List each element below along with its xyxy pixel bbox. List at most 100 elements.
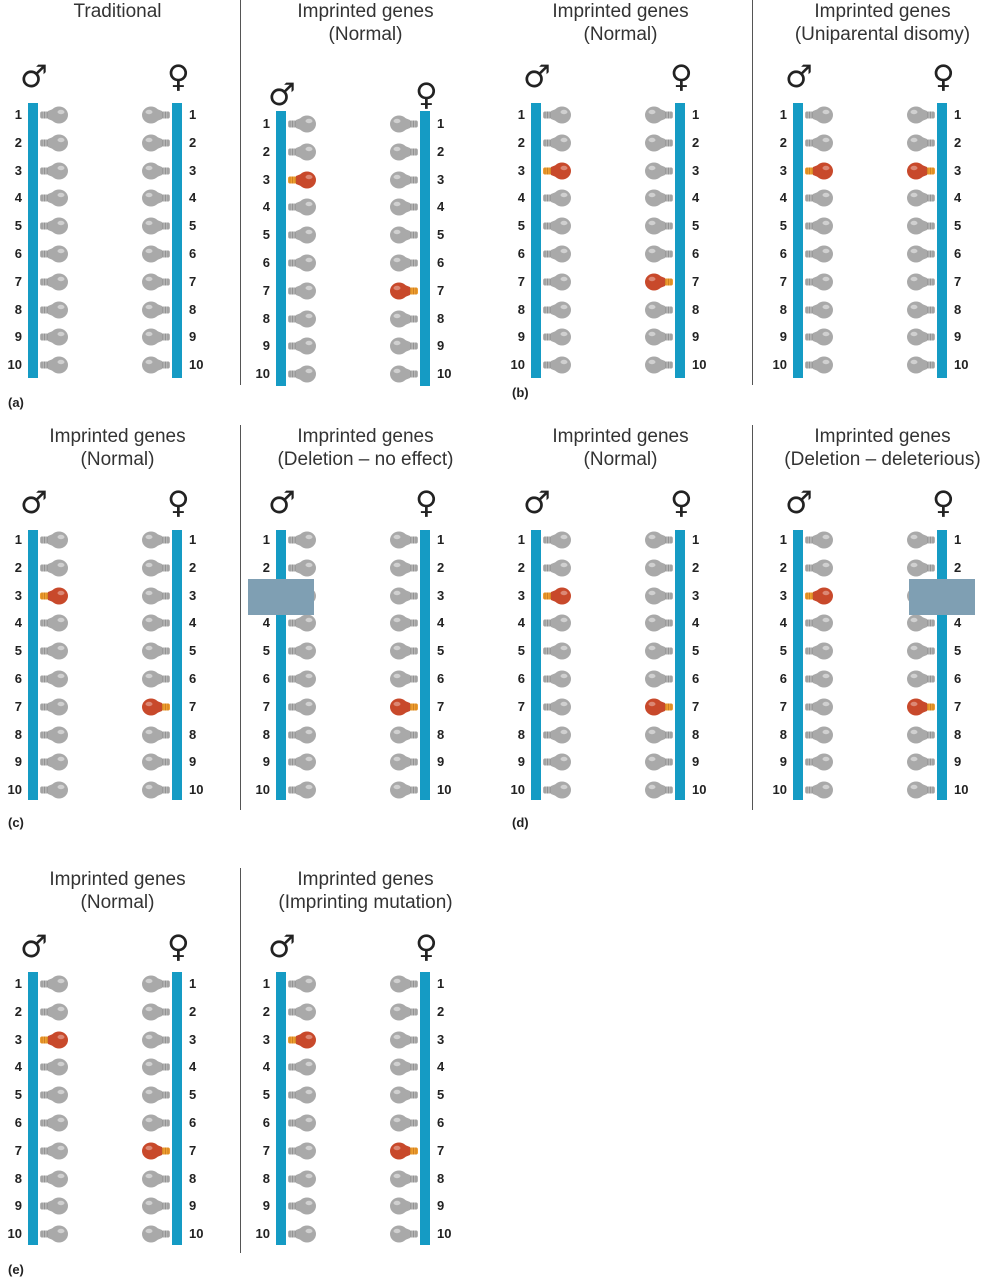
male-gene-bulb-off-icon — [286, 1003, 318, 1021]
male-gene-number: 2 — [14, 1003, 22, 1019]
male-gene-number: 3 — [14, 587, 22, 603]
male-gene-number: 5 — [14, 218, 22, 234]
female-gene-bulb-off-icon — [905, 189, 937, 207]
female-gene-number: 4 — [954, 190, 962, 206]
female-gene-number: 7 — [189, 1142, 197, 1158]
male-gene-number: 10 — [772, 782, 787, 798]
female-gene-number: 6 — [437, 1115, 445, 1130]
panel-title-line: Imprinted genes — [814, 1, 951, 22]
female-gene-number: 4 — [437, 615, 445, 631]
male-gene-bulb-off-icon — [38, 698, 70, 716]
female-gene-bulb-off-icon — [905, 217, 937, 235]
female-gene-number: 5 — [189, 643, 197, 659]
panel-title-line: Imprinted genes — [552, 1, 689, 22]
male-gene-bulb-off-icon — [286, 365, 318, 383]
male-gene-bulb-on-icon — [541, 587, 573, 605]
male-gene-bulb-off-icon — [38, 162, 70, 180]
female-gene-number: 3 — [189, 162, 197, 178]
female-gene-number: 5 — [437, 227, 445, 243]
female-gene-number: 7 — [189, 698, 197, 714]
male-gene-bulb-off-icon — [541, 753, 573, 771]
female-gene-number: 10 — [954, 357, 969, 373]
male-gene-number: 6 — [779, 671, 787, 686]
male-gene-bulb-off-icon — [803, 245, 835, 263]
male-gene-bulb-off-icon — [38, 1058, 70, 1076]
male-gene-bulb-off-icon — [38, 1086, 70, 1104]
female-gene-bulb-off-icon — [140, 1225, 172, 1243]
panel-title: Imprinted genes (Deletion – no effect) — [248, 425, 483, 471]
panel-d-left: Imprinted genes (Normal) ♂ ♀ 1 1 2 2 3 3 4 4 5 5 6 6 7 7 8… — [503, 0, 738, 1278]
female-gene-bulb-off-icon — [388, 254, 420, 272]
male-gene-number: 4 — [14, 190, 22, 206]
panel-divider — [752, 425, 753, 810]
panel-title-line: Imprinted genes — [814, 426, 951, 447]
male-gene-number: 1 — [517, 532, 525, 547]
male-gene-bulb-off-icon — [803, 531, 835, 549]
subfigure-label: (e) — [8, 1262, 24, 1277]
male-gene-bulb-off-icon — [286, 337, 318, 355]
male-gene-number: 9 — [262, 754, 270, 770]
male-chromosome — [531, 530, 541, 800]
female-gene-bulb-off-icon — [643, 642, 675, 660]
female-symbol-icon: ♀ — [932, 59, 955, 95]
panel-title-line: (Deletion – no effect) — [277, 449, 454, 470]
panel-title-line: Imprinted genes — [297, 1, 434, 22]
female-gene-bulb-off-icon — [643, 587, 675, 605]
female-gene-bulb-off-icon — [388, 670, 420, 688]
female-gene-bulb-off-icon — [388, 559, 420, 577]
female-gene-number: 7 — [954, 273, 962, 289]
male-gene-number: 5 — [517, 643, 525, 659]
female-gene-bulb-off-icon — [643, 134, 675, 152]
male-gene-number: 7 — [14, 1142, 22, 1158]
male-gene-bulb-off-icon — [38, 781, 70, 799]
male-chromosome — [793, 103, 803, 378]
female-chromosome — [420, 111, 430, 386]
female-gene-number: 9 — [189, 754, 197, 770]
panel-title-line: (Normal) — [583, 24, 658, 45]
female-gene-bulb-off-icon — [905, 726, 937, 744]
male-gene-bulb-off-icon — [541, 245, 573, 263]
male-gene-bulb-off-icon — [541, 134, 573, 152]
subfigure-label: (b) — [512, 385, 529, 400]
male-gene-number: 9 — [14, 754, 22, 770]
female-symbol-icon: ♀ — [932, 485, 955, 521]
male-gene-bulb-off-icon — [38, 726, 70, 744]
male-gene-number: 3 — [779, 587, 787, 603]
male-gene-number: 2 — [14, 559, 22, 575]
male-gene-bulb-off-icon — [286, 698, 318, 716]
female-gene-number: 2 — [954, 559, 962, 575]
female-gene-bulb-off-icon — [140, 670, 172, 688]
male-gene-number: 10 — [772, 357, 787, 373]
male-gene-bulb-off-icon — [286, 1086, 318, 1104]
female-gene-bulb-off-icon — [140, 162, 172, 180]
panel-a-left: Traditional ♂ ♀ 1 1 2 2 3 3 4 4 5 5 6 6 7 7 8 8 9 9 10 10 — [0, 0, 235, 1278]
female-gene-number: 2 — [189, 559, 197, 575]
male-gene-number: 2 — [262, 559, 270, 575]
male-gene-bulb-off-icon — [286, 614, 318, 632]
female-gene-bulb-on-icon — [388, 698, 420, 716]
male-gene-number: 10 — [7, 782, 22, 798]
male-gene-bulb-off-icon — [803, 106, 835, 124]
female-gene-bulb-off-icon — [140, 328, 172, 346]
female-chromosome — [172, 103, 182, 378]
female-gene-number: 10 — [692, 782, 707, 798]
male-gene-number: 9 — [262, 1198, 270, 1214]
female-gene-bulb-off-icon — [388, 726, 420, 744]
female-gene-number: 1 — [189, 532, 197, 547]
female-gene-number: 6 — [189, 671, 197, 686]
panel-title: Imprinted genes (Normal) — [0, 425, 235, 471]
female-gene-number: 7 — [189, 273, 197, 289]
female-gene-number: 9 — [189, 1198, 197, 1214]
female-gene-number: 3 — [189, 1031, 197, 1047]
male-gene-bulb-off-icon — [541, 356, 573, 374]
male-gene-bulb-off-icon — [803, 217, 835, 235]
female-gene-number: 9 — [437, 1198, 445, 1214]
panel-title-line: (Deletion – deleterious) — [784, 449, 981, 470]
male-gene-number: 8 — [262, 310, 270, 326]
female-chromosome — [937, 530, 947, 800]
male-gene-bulb-off-icon — [803, 273, 835, 291]
male-gene-bulb-off-icon — [38, 356, 70, 374]
female-gene-bulb-off-icon — [643, 356, 675, 374]
female-gene-number: 1 — [189, 107, 197, 122]
female-gene-bulb-off-icon — [140, 356, 172, 374]
